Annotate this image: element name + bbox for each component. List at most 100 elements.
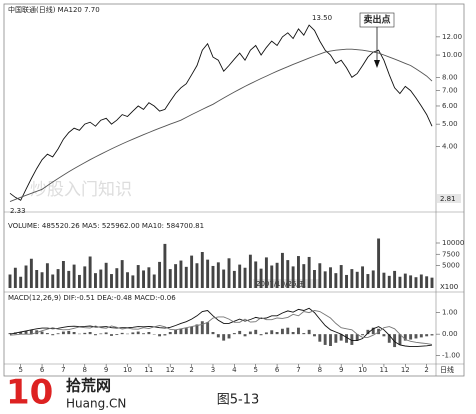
bar	[158, 261, 162, 288]
frame	[3, 3, 465, 377]
bar	[403, 334, 407, 341]
bar	[72, 264, 76, 288]
logo-text: 拾荒网	[66, 377, 111, 395]
bar	[29, 258, 33, 288]
bar	[174, 329, 178, 335]
bar	[99, 269, 103, 288]
x-tick-label: 10	[358, 366, 367, 374]
x-tick-label: 9	[104, 366, 108, 374]
bar	[398, 334, 402, 345]
bar	[61, 331, 65, 335]
x-tick-label: 7	[296, 366, 300, 374]
bar	[302, 333, 306, 335]
bar	[286, 327, 290, 335]
bar	[77, 274, 81, 288]
last-box	[437, 194, 461, 203]
bar	[29, 329, 33, 335]
watermark: 炒股入门知识	[30, 180, 132, 200]
bar	[222, 269, 226, 288]
bar	[195, 324, 199, 335]
bar	[40, 331, 44, 335]
bar	[24, 330, 28, 335]
bar	[45, 263, 49, 288]
x-tick-label: 9	[339, 366, 343, 374]
bar	[56, 333, 60, 335]
bar	[318, 334, 322, 342]
low-label: 2.33	[10, 207, 26, 215]
bar	[120, 260, 124, 288]
bar	[280, 252, 284, 288]
bar	[200, 252, 204, 288]
bar	[136, 331, 140, 335]
volume-unit: X100	[440, 283, 458, 291]
y-tick-label: 4.00	[442, 142, 458, 150]
x-tick-label: 8	[318, 366, 322, 374]
bar	[142, 333, 145, 335]
bar	[168, 332, 172, 335]
bar	[88, 256, 92, 288]
bar	[248, 254, 252, 288]
bar	[419, 334, 423, 338]
x-tick-label: 11	[144, 366, 153, 374]
bar	[19, 276, 23, 288]
bar	[99, 333, 103, 335]
bar	[83, 266, 87, 288]
bar	[297, 256, 300, 288]
bar	[51, 274, 55, 288]
bar	[13, 267, 17, 288]
x-tick-label: 6	[275, 366, 280, 374]
bar	[19, 332, 23, 335]
bar	[83, 332, 87, 335]
x-tick-label: 2	[189, 366, 193, 374]
x-tick-label: 5	[253, 366, 257, 374]
y-tick-label: 7.00	[442, 87, 458, 95]
bar	[94, 334, 97, 336]
bar	[409, 334, 413, 340]
bar	[248, 331, 252, 335]
bar	[232, 270, 236, 288]
x-tick-label: 5	[18, 366, 22, 374]
sell-label: 卖出点	[363, 14, 390, 26]
bar	[136, 265, 140, 288]
y-tick-label: 0.00	[442, 330, 458, 338]
bar	[403, 273, 407, 288]
bar	[398, 276, 402, 288]
bar	[430, 277, 434, 288]
x-tick-label: 10	[123, 366, 132, 374]
bar	[168, 269, 172, 288]
bar	[334, 334, 338, 343]
bar	[163, 334, 167, 336]
bar	[216, 262, 220, 288]
y-tick-label: -1.00	[442, 352, 460, 360]
bar	[243, 334, 247, 337]
bar	[264, 257, 268, 288]
bar	[94, 273, 97, 288]
bar	[131, 332, 135, 335]
bar	[259, 334, 263, 336]
bar	[184, 328, 188, 335]
bar	[264, 332, 268, 335]
bar	[430, 334, 434, 336]
bar	[329, 267, 332, 288]
y-tick-label: 7500	[442, 250, 460, 258]
bar	[323, 271, 327, 288]
x-tick-label: 6	[40, 366, 45, 374]
bar	[232, 333, 236, 335]
bar	[313, 270, 316, 288]
bar	[67, 330, 71, 335]
series-line	[9, 24, 433, 201]
x-tick-label: 8	[83, 366, 87, 374]
x-tick-label: 11	[379, 366, 388, 374]
bar	[350, 269, 354, 288]
price-title: 中国联通(日线) MA120 7.70	[8, 5, 100, 14]
bar	[254, 329, 258, 335]
bar	[302, 264, 306, 288]
series-line	[9, 307, 433, 348]
bar	[275, 262, 279, 288]
y-tick-label: 5.00	[442, 120, 458, 128]
bar	[110, 274, 113, 288]
x-tick-label: 2	[424, 366, 428, 374]
x-tick-label: 3	[211, 366, 215, 374]
bar	[270, 265, 274, 288]
y-tick-label: 12.00	[442, 33, 462, 41]
